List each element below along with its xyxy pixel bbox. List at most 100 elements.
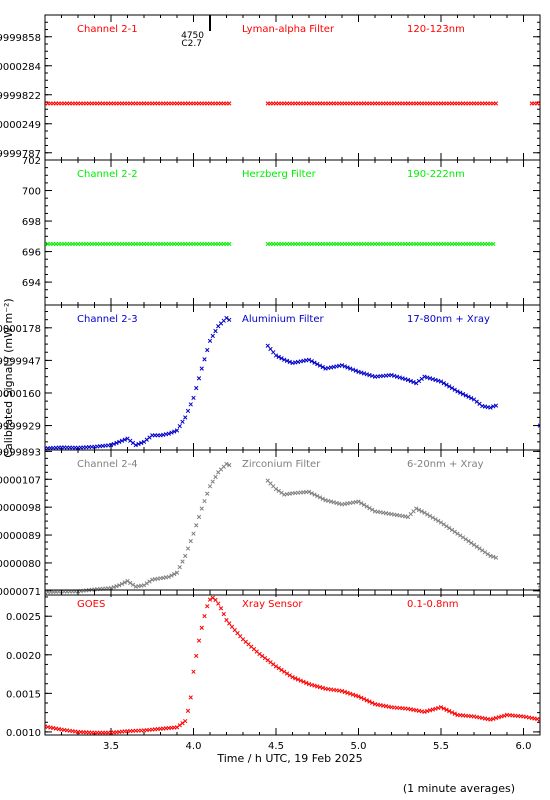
panels: 6.259999999999999787 6.280000000000000249… [0,14,541,739]
data-point [367,505,372,511]
data-point [353,368,358,373]
panel-4: 1.080000000000000071 1.090000000000000080… [0,447,541,598]
series-points [45,241,496,247]
panel-filter-label: Aluminium Filter [242,314,325,325]
data-point [227,101,232,106]
data-point [427,513,433,519]
data-point [279,667,284,673]
data-point [218,606,224,611]
y-tick-label: 0.0025 [6,612,41,623]
data-point [309,359,314,364]
data-point [320,496,325,501]
footnote: (1 minute averages) [403,782,515,795]
event-marker-class: C2.7 [181,39,202,49]
data-point [227,621,232,626]
y-tick-label: 1.110000000000000098 [0,503,41,514]
data-point [361,696,367,702]
y-tick-label: 2.439999999999999947 [0,356,41,367]
y-tick-label: 6.299999999999999822 [0,91,41,102]
data-point [191,395,196,401]
data-point [166,574,171,580]
data-point [128,580,133,586]
panel-5: 0.0010 0.0015 0.0020 0.0025 GOES Xray Sensor 0… [6,589,541,739]
data-point [353,693,358,698]
data-point [315,493,320,499]
y-tick-label: 696 [22,248,41,259]
data-point [474,544,479,549]
panel-frame [44,159,541,306]
x-tick-label: 5.5 [433,741,449,752]
panel-frame [44,589,541,736]
data-point [207,484,213,489]
data-point [119,581,125,586]
data-point [174,428,180,433]
panel-channel-label: Channel 2-3 [77,314,138,325]
panel-range-label: 0.1-0.8nm [407,599,459,610]
data-point [284,671,290,676]
data-point [166,431,171,436]
data-point [177,564,182,570]
data-point [287,359,292,365]
data-point [485,551,490,557]
data-point [117,583,122,588]
data-point [447,525,452,531]
data-point [174,570,180,575]
data-point [108,585,114,591]
panel-filter-label: Lyman-alpha Filter [242,24,335,35]
data-point [199,506,204,511]
y-tick-label: 6.280000000000000249 [0,120,41,131]
data-point [317,363,323,368]
data-point [438,705,444,710]
data-point [455,531,460,536]
data-point [449,710,455,715]
y-axis-label: Calibrated Signal / (mW m⁻²) [2,298,15,457]
data-point [114,584,119,589]
data-point [199,625,204,630]
panel-filter-label: Herzberg Filter [242,169,317,180]
panel-range-label: 17-80nm + Xray [407,314,490,325]
data-point [172,429,177,434]
data-point [273,353,279,358]
y-tick-label: 1.090000000000000080 [0,559,41,570]
data-point [449,527,455,533]
data-point [309,491,314,496]
data-point [205,347,210,353]
data-point [194,653,199,659]
data-point [416,507,422,513]
data-point [452,711,457,716]
data-point [438,520,444,525]
y-tick-label: 698 [22,217,41,228]
data-point [441,706,446,711]
y-tick-label: 2.419999999999999929 [0,422,41,433]
data-point [191,531,196,536]
y-tick-label: 1.080000000000000071 [0,587,41,598]
data-point [480,548,485,553]
panel-3: 2.419999999999999929 2.430000000000000160… [0,304,541,451]
data-point [430,515,435,520]
data-point [183,415,188,420]
data-point [169,430,174,435]
data-point [312,360,317,365]
data-point [122,580,127,585]
y-tick-label: 700 [22,187,41,198]
data-point [441,522,446,527]
data-point [537,717,540,722]
data-point [191,669,196,674]
y-tick-label: 6.320000000000000284 [0,62,41,73]
data-point [141,583,147,588]
data-point [213,474,218,480]
y-tick-label: 694 [22,278,41,289]
panel-range-label: 120-123nm [407,24,465,35]
data-point [359,501,364,506]
panel-channel-label: GOES [77,599,105,610]
data-point [147,579,152,584]
series-points [45,101,540,106]
data-point [301,679,306,684]
data-point [466,538,471,544]
x-tick-label: 4.0 [186,741,202,752]
data-point [185,546,191,551]
data-point [493,555,499,560]
panel-frame [44,14,541,161]
data-point [202,498,207,504]
data-point [205,491,210,496]
